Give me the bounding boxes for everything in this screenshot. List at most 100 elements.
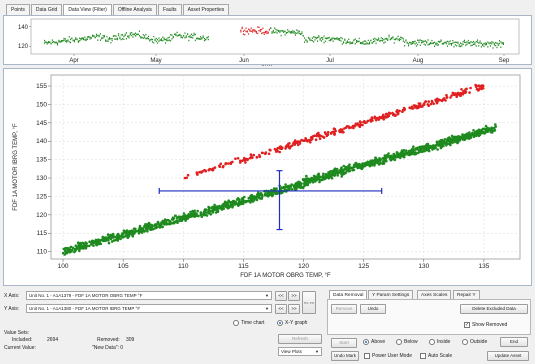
update-asset-button[interactable]: Update Asset [487, 351, 529, 361]
removed-scatter-point [218, 165, 222, 168]
scatter-point [420, 150, 424, 153]
end-button[interactable]: End [500, 337, 528, 347]
tab-faults[interactable]: Faults [157, 4, 182, 15]
overview-removed-point [252, 29, 254, 31]
overview-point [378, 37, 380, 39]
overview-point [430, 42, 432, 45]
removed-scatter-point [294, 141, 297, 145]
tab-repair-y[interactable]: Repair Y [453, 290, 480, 300]
overview-point [363, 40, 365, 42]
overview-point [98, 34, 100, 37]
tab-data-removal[interactable]: Data Removal [329, 290, 368, 300]
above-radio[interactable]: Above [363, 339, 385, 345]
scatter-point [457, 140, 460, 144]
overview-point [198, 38, 200, 40]
below-radio[interactable]: Below [396, 339, 418, 345]
overview-point [275, 31, 277, 33]
remove-button[interactable]: Remove [331, 304, 357, 314]
overview-point [492, 47, 494, 49]
y-axis-prev-button[interactable]: << [275, 304, 287, 314]
splitter-handle[interactable] [262, 65, 272, 68]
overview-x-tick-label: Jun [239, 58, 249, 64]
scatter-point [211, 211, 215, 214]
overview-point [118, 34, 120, 37]
overview-point [272, 29, 274, 32]
overview-point [120, 34, 122, 36]
tab-asset-properties[interactable]: Asset Properties [182, 4, 230, 15]
radio-circle [233, 320, 239, 326]
overview-point [174, 33, 176, 35]
overview-point [432, 42, 434, 45]
delete-excluded-data-button[interactable]: Delete Excluded Data [460, 304, 528, 314]
overview-point [202, 35, 204, 37]
scatter-point [354, 161, 358, 165]
y-axis-next-button[interactable]: >> [288, 304, 300, 314]
overview-point [339, 39, 341, 41]
scatter-point [68, 251, 72, 254]
tab-data-view-filter[interactable]: Data View (Filter) [63, 4, 112, 16]
overview-point [80, 39, 82, 41]
scatter-point [340, 175, 344, 178]
tab-offline-analysis[interactable]: Offline Analysis [112, 4, 157, 15]
value-sets-title: Value Sets: [4, 330, 30, 336]
overview-point [70, 41, 72, 44]
overview-point [382, 40, 384, 42]
refresh-button[interactable]: Refresh [278, 334, 322, 344]
y-tick-label: 140 [36, 138, 47, 145]
tab-axes-scales[interactable]: Axes Scales [417, 290, 452, 300]
overview-point [466, 43, 468, 46]
scatter-point [391, 157, 395, 161]
overview-point [75, 38, 77, 40]
overview-point [479, 42, 481, 44]
xy-graph-label: X-Y graph [285, 320, 308, 326]
view-plots-select[interactable]: View Plots ▼ [278, 347, 322, 356]
scatter-point [74, 248, 78, 251]
overview-point [44, 39, 46, 42]
overview-point [206, 36, 208, 39]
power-user-mode-checkbox[interactable]: Power User Mode [364, 353, 412, 359]
y-axis-select[interactable]: Unit No. 1 - A1A1380 - FDF 1A MOTOR IBRG… [26, 304, 272, 313]
overview-point [158, 37, 160, 39]
scatter-point [352, 163, 356, 167]
tab-y-param-settings[interactable]: Y Param Settings [368, 290, 414, 300]
included-value: 2694 [47, 337, 59, 343]
x-axis-next-button[interactable]: >> [288, 291, 300, 301]
overview-point [114, 38, 116, 40]
scatter-point [390, 155, 393, 159]
overview-point [294, 32, 296, 34]
outside-radio[interactable]: Outside [462, 339, 487, 345]
overview-point [205, 38, 207, 41]
xy-scatter-chart[interactable]: 100 105 110 115 120 125 130 135 110 115 120 125 130 1… [4, 69, 531, 285]
show-removed-checkbox[interactable]: ✓ Show Removed [464, 322, 507, 328]
overview-point [462, 43, 464, 45]
inside-radio[interactable]: Inside [429, 339, 450, 345]
y-tick-label: 115 [37, 230, 48, 237]
undo-button[interactable]: Undo [360, 304, 386, 314]
overview-removed-point [240, 31, 242, 33]
tab-points[interactable]: Points [6, 4, 30, 15]
overview-point [348, 38, 350, 41]
overview-point [298, 30, 300, 33]
swap-axes-button[interactable]: << >> [302, 291, 316, 314]
undo-mark-button[interactable]: Undo Mark [331, 351, 359, 361]
start-button[interactable]: Start [331, 338, 357, 348]
removed-scatter-point [436, 99, 439, 102]
x-axis-prev-button[interactable]: << [275, 291, 287, 301]
time-chart-radio[interactable]: Time chart [233, 320, 264, 326]
removed-scatter-point [449, 96, 452, 99]
overview-time-chart[interactable]: 120 140 Apr May Jun Jul Aug Sep [4, 16, 531, 64]
scatter-point [465, 136, 469, 139]
overview-point [99, 39, 101, 41]
auto-scale-checkbox[interactable]: Auto Scale [420, 353, 452, 359]
overview-removed-point [266, 30, 268, 33]
tab-data-grid[interactable]: Data Grid [30, 4, 63, 15]
scatter-point [259, 192, 262, 196]
overview-point [331, 38, 333, 41]
xy-graph-radio[interactable]: X-Y graph [277, 320, 307, 326]
scatter-point [205, 208, 208, 212]
overview-point [392, 36, 394, 39]
x-axis-select[interactable]: Unit No. 1 - A1A1379 - FDF 1A MOTOR OBRG… [26, 291, 272, 300]
overview-point [422, 41, 424, 44]
removed-scatter-point [315, 132, 319, 136]
overview-point [415, 42, 417, 44]
